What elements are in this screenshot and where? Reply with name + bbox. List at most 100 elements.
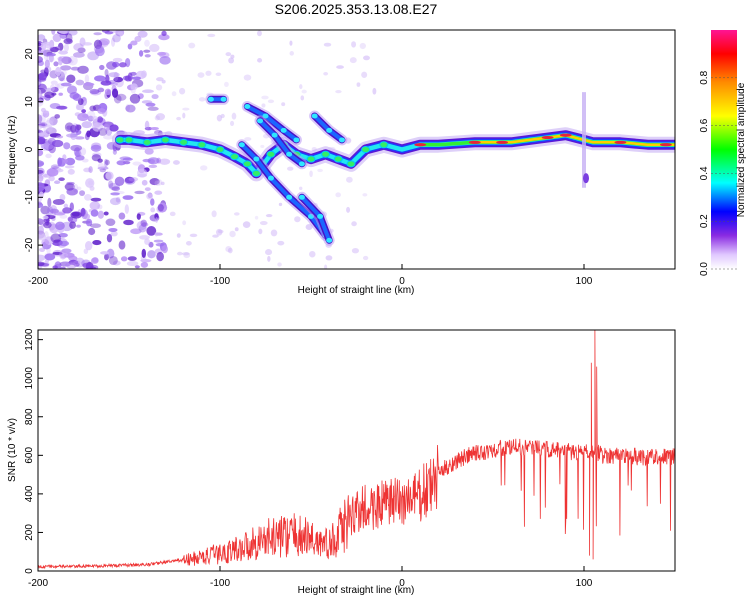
spectrogram-y-tick-label: -20 xyxy=(24,237,35,252)
spectrogram-noise-blob xyxy=(73,262,80,267)
spectrogram-x-label: Height of straight line (km) xyxy=(298,285,415,296)
side-branch-inner xyxy=(245,104,299,142)
spectrogram-noise-blob xyxy=(144,187,151,192)
spectrogram-noise-blob xyxy=(300,95,305,101)
spectrogram-noise-blob xyxy=(38,55,44,64)
spectrogram-noise-blob xyxy=(200,165,208,171)
spectrogram-noise-blob xyxy=(80,207,86,217)
spectrogram-noise-blob xyxy=(58,240,70,247)
spectrogram-noise-blob xyxy=(299,84,303,90)
spectrogram-noise-blob xyxy=(38,88,42,98)
side-branch-inner xyxy=(239,142,328,238)
spectrogram-noise-blob xyxy=(70,66,80,71)
spectrogram-noise-blob xyxy=(38,114,43,124)
spectrogram-noise-blob xyxy=(38,202,44,209)
spectrogram-noise-blob xyxy=(254,215,259,220)
spectrogram-noise-blob xyxy=(151,94,159,100)
spectrogram-x-tick-label: 0 xyxy=(399,276,405,287)
spectrogram-noise-blob xyxy=(305,223,313,231)
spectrogram-noise-blob xyxy=(88,166,93,174)
side-branch-blob xyxy=(253,156,260,162)
spectrogram-noise-blob xyxy=(150,198,155,206)
spectrogram-noise-blob xyxy=(356,82,361,87)
spectrogram-noise-blob xyxy=(281,102,286,107)
spectrogram-noise-blob xyxy=(113,71,119,82)
side-branch-blob xyxy=(317,213,324,219)
spectrogram-noise-blob xyxy=(50,164,60,170)
spectrogram-noise-blob xyxy=(141,70,147,79)
spectrogram-noise-blob xyxy=(108,72,120,78)
colorbar-tick-label: 0.0 xyxy=(699,262,710,276)
snr-y-tick-label: 200 xyxy=(24,524,35,541)
spectrogram-noise-blob xyxy=(56,105,68,110)
spectrogram-noise-blob xyxy=(153,239,164,243)
spectrogram-noise-blob xyxy=(43,221,52,229)
spectrogram-noise-blob xyxy=(147,250,156,259)
spectrogram-noise-blob xyxy=(42,110,50,114)
spectrogram-noise-blob xyxy=(66,85,78,95)
spectrogram-noise-blob xyxy=(127,256,137,261)
side-branch-blob xyxy=(238,142,245,148)
spectrogram-noise-blob xyxy=(289,51,294,56)
spectrogram-noise-blob xyxy=(126,261,139,267)
spectrogram-noise-blob xyxy=(260,144,265,149)
spectrogram-noise-blob xyxy=(161,30,167,37)
spectrogram-noise-blob xyxy=(68,255,78,261)
spectrogram-noise-blob xyxy=(140,261,149,268)
spectrogram-noise-blob xyxy=(234,227,239,232)
spectrogram-noise-blob xyxy=(125,104,131,112)
spectrogram-noise-blob xyxy=(287,166,294,171)
spectrogram-noise-blob xyxy=(109,197,121,206)
spectrogram-noise-blob xyxy=(183,252,191,259)
spectrogram-x-tick-label: -100 xyxy=(210,276,230,287)
spectrogram-noise-blob xyxy=(154,180,161,186)
spectrogram-noise-blob xyxy=(70,144,83,152)
spectrogram-noise-blob xyxy=(58,92,63,96)
spectrogram-noise-blob xyxy=(51,139,64,148)
snr-y-tick-label: 800 xyxy=(24,408,35,425)
spectrogram-noise-blob xyxy=(154,115,160,121)
spectrogram-noise-blob xyxy=(144,54,151,58)
spectrogram-noise-blob xyxy=(62,252,68,257)
main-ridge-blob xyxy=(346,160,356,168)
spectrogram-noise-blob xyxy=(112,260,121,266)
side-branch-blob xyxy=(267,175,274,181)
spectrogram-noise-blob xyxy=(309,170,313,178)
spectrogram-noise-blob xyxy=(66,262,77,269)
spectrogram-noise-blob xyxy=(48,53,54,63)
spectrogram-noise-blob xyxy=(176,251,183,256)
spectrogram-noise-blob xyxy=(161,245,168,254)
spectrogram-noise-blob xyxy=(43,124,53,133)
spectrogram-noise-blob xyxy=(40,205,50,215)
main-ridge-blob xyxy=(306,155,316,163)
spectrogram-noise-blob xyxy=(42,215,49,220)
side-branch-blob xyxy=(298,194,305,200)
spectrogram-noise-blob xyxy=(52,251,63,255)
spectrogram-noise-blob xyxy=(137,168,148,178)
spectrogram-noise-blob xyxy=(118,212,126,220)
spectrogram-noise-blob xyxy=(52,265,58,269)
spectrogram-noise-blob xyxy=(67,216,74,222)
spectrogram-noise-blob xyxy=(44,59,50,69)
spectrogram-noise-blob xyxy=(65,263,70,267)
side-branch-blob xyxy=(311,113,318,119)
spectrogram-noise-blob xyxy=(85,178,95,188)
spectrogram-noise-blob xyxy=(38,254,46,262)
figure-title: S206.2025.353.13.08.E27 xyxy=(275,1,438,17)
spectrogram-noise-blob xyxy=(150,126,159,131)
colorbar-scale xyxy=(711,30,737,269)
spectrogram-noise-blob xyxy=(69,221,76,229)
main-ridge-blob xyxy=(321,150,331,158)
spectrogram-noise-blob xyxy=(89,201,101,211)
side-branch-blob xyxy=(286,151,293,157)
spectrogram-y-tick-label: -10 xyxy=(24,190,35,205)
spectrogram-noise-blob xyxy=(50,80,58,85)
spectrogram-noise-blob xyxy=(50,46,59,53)
spectrogram-noise-blob xyxy=(169,211,176,217)
spectrogram-noise-blob xyxy=(111,186,121,192)
main-ridge-peak xyxy=(414,143,427,147)
spectrogram-noise-blob xyxy=(258,228,263,235)
spectrogram-noise-blob xyxy=(104,88,112,96)
spectrogram-noise-blob xyxy=(38,34,46,41)
